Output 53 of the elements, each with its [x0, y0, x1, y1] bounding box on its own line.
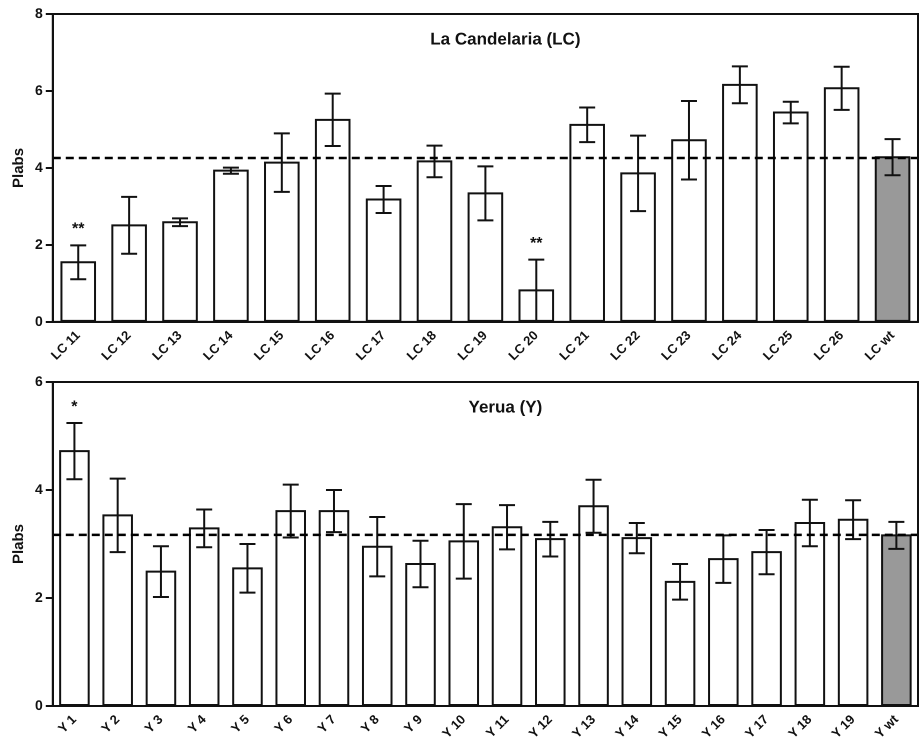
x-tick-label: Y 6	[271, 712, 296, 736]
y-tick-label: 0	[34, 312, 43, 329]
x-tick-label: Y 14	[612, 711, 642, 741]
x-tick-label: LC wt	[862, 327, 898, 364]
y-axis-title: Plabs	[10, 524, 28, 564]
x-tick-label: LC 25	[760, 327, 796, 364]
x-tick-label: LC 15	[250, 327, 286, 364]
y-tick-label: 4	[34, 480, 43, 497]
x-tick-label: Y 12	[526, 712, 555, 741]
x-tick-label: LC 11	[48, 327, 83, 363]
x-tick-label: Y 16	[698, 712, 728, 741]
x-tick-label: LC 23	[658, 327, 694, 364]
x-tick-label: Y 10	[439, 712, 468, 741]
x-tick-label: Y 18	[785, 712, 814, 741]
y-axis-title: Plabs	[10, 148, 28, 188]
x-tick-label: LC 26	[810, 327, 846, 364]
x-tick-label: LC 20	[505, 327, 541, 364]
x-tick-label: LC 21	[556, 327, 592, 364]
x-tick-label: LC 22	[607, 327, 643, 364]
y-tick-label: 2	[34, 588, 43, 605]
x-tick-label: Y 1	[54, 712, 80, 736]
x-tick-label: Y 17	[742, 712, 772, 741]
x-tick-label: LC 18	[404, 327, 440, 364]
annotation: **	[530, 234, 544, 252]
x-tick-label: Y 19	[828, 712, 858, 741]
x-tick-label: LC 12	[98, 327, 134, 364]
y-tick-label: 0	[34, 696, 43, 713]
x-tick-label: Y 4	[184, 711, 210, 736]
x-tick-label: Y wt	[872, 711, 902, 741]
y-tick-label: 8	[34, 4, 43, 21]
annotation: **	[72, 220, 86, 238]
x-tick-label: Y 5	[228, 712, 252, 736]
y-tick-label: 4	[34, 158, 43, 175]
x-tick-label: Y 9	[400, 712, 426, 736]
y-tick-label: 6	[34, 372, 43, 389]
x-tick-label: Y 15	[655, 712, 685, 741]
x-tick-label: Y 13	[568, 712, 598, 741]
x-tick-label: Y 3	[141, 712, 166, 736]
x-tick-label: Y 2	[98, 712, 122, 736]
x-tick-label: LC 13	[149, 327, 185, 364]
y-tick-label: 2	[34, 236, 43, 252]
x-tick-label: LC 16	[302, 327, 338, 364]
x-tick-label: Y 11	[482, 712, 512, 740]
annotation: *	[71, 398, 78, 416]
x-tick-label: LC 24	[708, 326, 746, 364]
text: La Candelaria (LC)	[430, 30, 580, 49]
x-tick-label: LC 19	[454, 327, 490, 364]
x-tick-label: Y 8	[358, 712, 382, 736]
x-tick-label: LC 17	[352, 327, 388, 364]
x-tick-label: LC 14	[200, 326, 236, 364]
y-tick-label: 6	[34, 82, 43, 98]
text: Yerua (Y)	[468, 398, 542, 417]
x-tick-label: Y 7	[314, 712, 339, 736]
